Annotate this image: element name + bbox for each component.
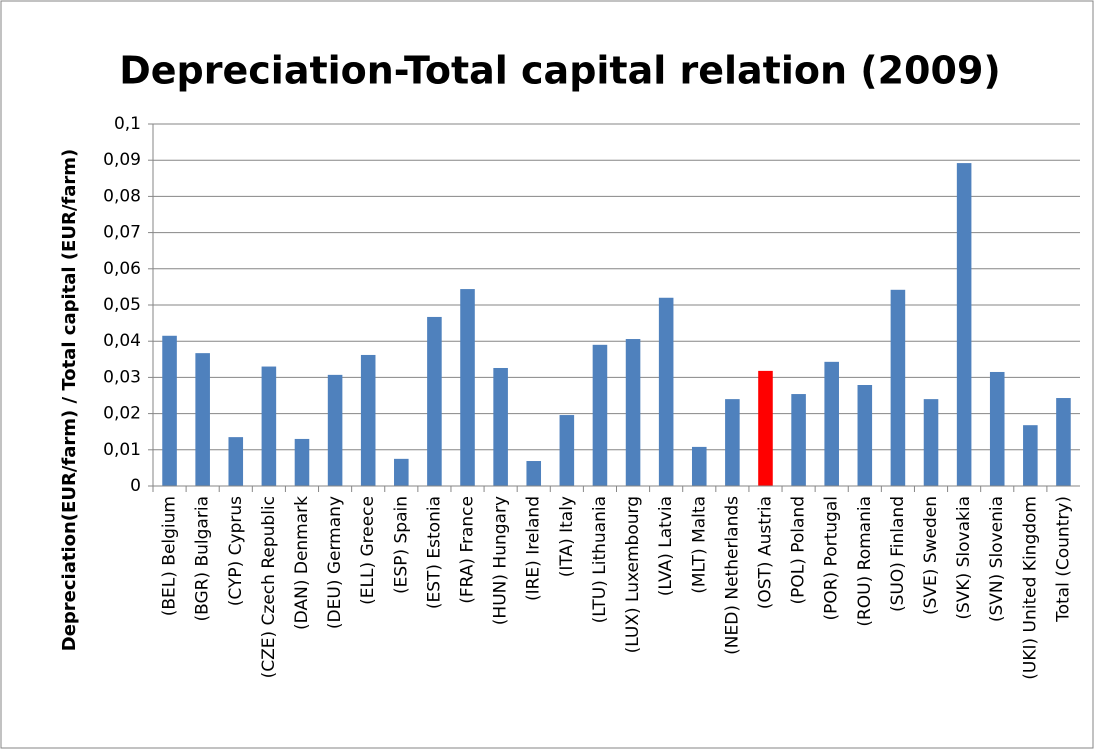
x-tick-label: (UKI) United Kingdom [1020, 496, 1040, 680]
bar [427, 316, 442, 486]
bar [327, 374, 343, 486]
bar [360, 354, 376, 486]
x-tick-label: (FRA) France [458, 496, 478, 604]
bar [625, 339, 641, 486]
x-tick-label: (OST) Austria [755, 496, 775, 609]
bar [989, 371, 1005, 486]
bar [658, 297, 674, 486]
bar [261, 366, 277, 486]
bar [228, 437, 244, 486]
x-tick-label: (SVK) Slovakia [954, 496, 974, 620]
y-tick-label: 0,08 [103, 186, 141, 206]
chart-title: Depreciation-Total capital relation (200… [119, 49, 1001, 93]
bar [195, 353, 210, 486]
bar [162, 335, 177, 486]
bar [956, 163, 972, 486]
y-tick-label: 0,06 [103, 259, 141, 279]
x-tick-label: (DEU) Germany [325, 496, 345, 629]
x-tick-label: (ELL) Greece [358, 496, 378, 605]
y-tick-label: 0,09 [103, 150, 141, 170]
x-tick-label: Total (Country) [1053, 496, 1073, 623]
bar [725, 399, 740, 486]
bar [394, 458, 409, 486]
bar [1023, 425, 1038, 486]
x-tick-label: (ESP) Spain [391, 496, 411, 594]
x-tick-label: (HUN) Hungary [491, 496, 511, 625]
bar [294, 438, 310, 486]
y-axis-label: Depreciation(EUR/farm) / Total capital (… [59, 149, 80, 652]
y-tick-label: 0,1 [114, 114, 141, 134]
x-tick-label: (SVE) Sweden [921, 496, 941, 615]
x-tick-label: (LUX) Luxembourg [623, 496, 643, 653]
bar [1056, 398, 1071, 486]
y-tick-label: 0,05 [103, 295, 141, 315]
x-tick-label: (BGR) Bulgaria [193, 496, 213, 622]
bar [493, 367, 508, 486]
bar [592, 344, 608, 486]
bar [890, 289, 906, 486]
x-tick-label: (CZE) Czech Republic [259, 496, 279, 678]
x-tick-label: (SUO) Finland [888, 496, 908, 612]
bar [460, 289, 475, 486]
x-tick-label: (MLT) Malta [689, 496, 709, 594]
x-tick-label: (SVN) Slovenia [987, 496, 1007, 622]
bar [559, 415, 575, 486]
y-tick-label: 0,04 [103, 331, 141, 351]
x-tick-label: (NED) Netherlands [722, 496, 742, 655]
bar [857, 385, 873, 486]
x-tick-label: (LTU) Lithuania [590, 496, 610, 623]
x-tick-label: (EST) Estonia [424, 496, 444, 609]
x-tick-label: (POR) Portugal [822, 496, 842, 621]
y-tick-label: 0,02 [103, 404, 141, 424]
y-tick-label: 0,07 [103, 223, 141, 243]
bar [824, 361, 839, 486]
bar [923, 399, 939, 486]
x-tick-label: (POL) Poland [789, 496, 809, 605]
y-tick-label: 0 [130, 476, 141, 496]
x-tick-label: (ROU) Romania [855, 496, 875, 627]
y-tick-label: 0,01 [103, 440, 141, 460]
bar [691, 446, 707, 486]
x-tick-label: (DAN) Denmark [292, 496, 312, 630]
bar [526, 461, 542, 486]
bar [758, 370, 773, 486]
bar [791, 394, 806, 486]
y-tick-label: 0,03 [103, 367, 141, 387]
x-tick-label: (BEL) Belgium [160, 496, 180, 616]
x-tick-label: (LVA) Latvia [656, 496, 676, 596]
x-tick-label: (IRE) Ireland [524, 496, 544, 601]
x-tick-label: (CYP) Cyprus [226, 496, 246, 606]
x-tick-label: (ITA) Italy [557, 496, 577, 577]
